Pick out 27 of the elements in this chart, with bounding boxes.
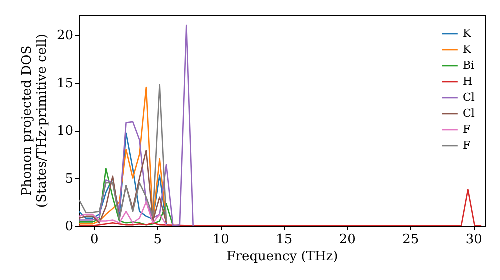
line-series (79, 150, 168, 224)
legend-label: F (463, 123, 471, 136)
y-axis-title: Phonon projected DOS (States/THz·primitive cell) (20, 34, 50, 208)
line-series (79, 189, 482, 226)
y-tick-label: 15 (56, 76, 74, 92)
legend-label: F (463, 139, 471, 152)
legend-label: K (463, 43, 472, 56)
legend-label: H (463, 75, 473, 88)
x-tick-label: 5 (154, 232, 162, 248)
x-tick-label: 20 (339, 232, 356, 248)
y-tick-label: 20 (56, 28, 74, 44)
legend-label: Cl (463, 107, 476, 120)
line-series (79, 24, 194, 226)
legend-label: K (463, 27, 472, 40)
x-axis-title: Frequency (THz) (226, 250, 338, 264)
line-series (79, 168, 174, 226)
legend-label: Bi (463, 59, 476, 72)
x-tick-label: 0 (90, 232, 99, 248)
legend-label: Cl (463, 91, 476, 104)
x-tick-label: 15 (276, 232, 293, 248)
y-tick-label: 10 (56, 124, 74, 140)
x-tick-label: 25 (402, 232, 420, 248)
y-tick-label: 5 (65, 172, 74, 187)
y-tick-label: 0 (65, 220, 74, 234)
line-series (79, 201, 168, 226)
x-tick-label: 30 (466, 232, 482, 248)
x-tick-label: 10 (212, 232, 230, 248)
